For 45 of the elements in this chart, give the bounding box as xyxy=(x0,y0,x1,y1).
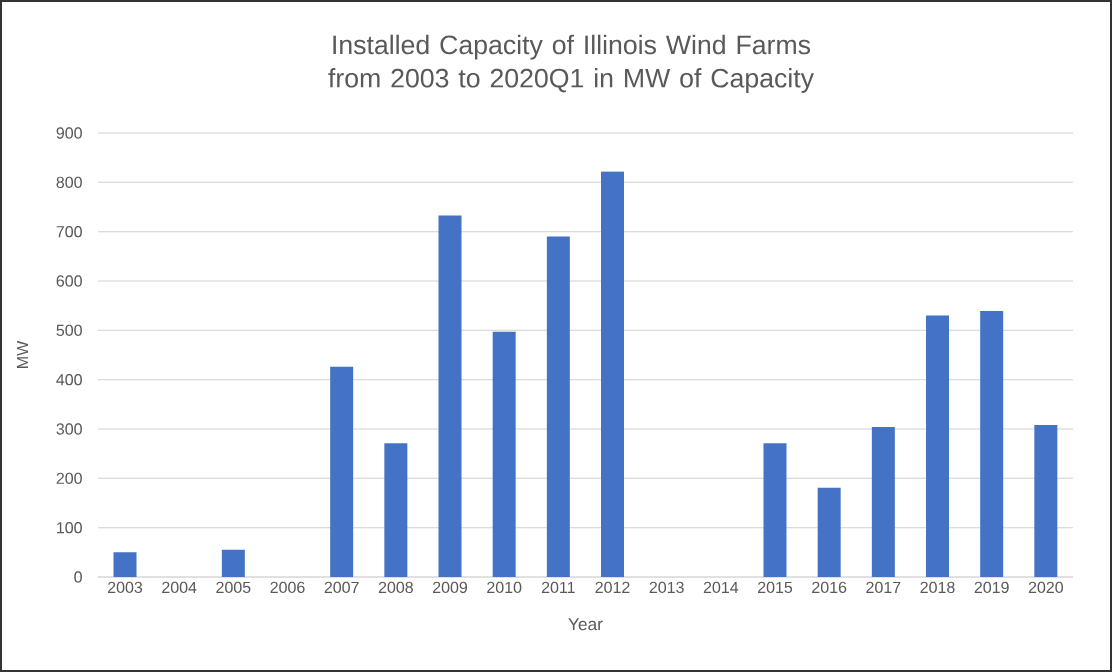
y-tick-label: 700 xyxy=(56,226,82,238)
x-tick-label: 2008 xyxy=(378,581,413,594)
x-tick-label: 2007 xyxy=(324,581,359,594)
x-tick-label: 2004 xyxy=(162,581,197,594)
x-tick-label: 2019 xyxy=(974,581,1009,594)
y-tick-label: 300 xyxy=(56,423,82,435)
bar xyxy=(817,487,841,577)
x-tick-label: 2012 xyxy=(595,581,630,594)
bar xyxy=(980,311,1004,577)
bar xyxy=(438,215,462,577)
bar xyxy=(221,549,245,577)
bar xyxy=(871,427,895,577)
x-tick-label: 2003 xyxy=(108,581,143,594)
y-tick-label: 800 xyxy=(56,176,82,188)
y-tick-label: 200 xyxy=(56,472,82,484)
bar xyxy=(330,366,354,577)
x-tick-label: 2014 xyxy=(703,581,739,594)
bar xyxy=(926,315,950,577)
y-tick-label: 400 xyxy=(56,374,82,386)
x-tick-label: 2018 xyxy=(920,581,955,594)
bar xyxy=(546,236,570,577)
x-tick-label: 2010 xyxy=(487,581,522,594)
y-tick-label: 100 xyxy=(57,522,82,534)
x-tick-label: 2005 xyxy=(216,581,251,594)
x-tick-label: 2011 xyxy=(541,581,575,594)
x-tick-label: 2017 xyxy=(866,581,901,594)
y-tick-label: 500 xyxy=(56,324,82,336)
bar xyxy=(1034,425,1058,577)
x-tick-label: 2013 xyxy=(649,581,684,594)
chart-title: Installed Capacity of Illinois Wind Farms from 2003 to 2020Q1 in MW of Capacity xyxy=(328,34,814,93)
y-tick-label: 0 xyxy=(74,571,82,583)
x-tick-label: 2016 xyxy=(812,581,847,594)
y-axis-title: MW xyxy=(17,340,29,368)
bar xyxy=(492,331,516,577)
x-tick-label: 2015 xyxy=(758,581,793,594)
x-tick-label: 2020 xyxy=(1028,581,1064,594)
bar xyxy=(113,552,137,577)
x-tick-label: 2009 xyxy=(433,581,468,594)
x-tick-label: 2006 xyxy=(270,581,305,594)
y-tick-label: 900 xyxy=(56,127,82,139)
bar xyxy=(384,443,408,577)
y-tick-label: 600 xyxy=(56,275,82,287)
x-axis-title: Year xyxy=(568,618,603,631)
bar xyxy=(601,171,625,577)
bar xyxy=(763,443,787,577)
